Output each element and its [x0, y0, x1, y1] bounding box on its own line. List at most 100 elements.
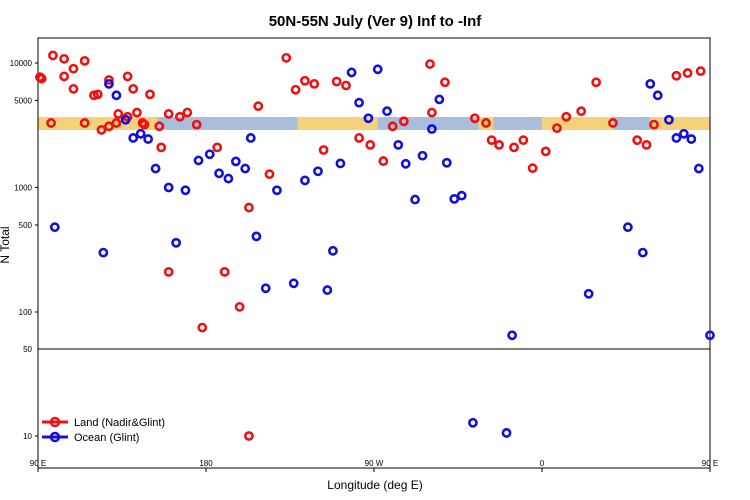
ocean-point [693, 163, 704, 174]
ocean-point [214, 168, 224, 179]
ocean-point [637, 247, 648, 258]
ocean-point [111, 90, 122, 101]
land-point [145, 89, 155, 100]
land-point [163, 109, 174, 119]
ocean-point [98, 247, 109, 258]
ocean-point [468, 417, 478, 428]
land-point [244, 431, 254, 441]
ocean-point [313, 166, 323, 177]
ocean-point [426, 124, 437, 134]
land-point [494, 139, 504, 150]
land-point [89, 90, 99, 101]
ocean-point [49, 222, 60, 233]
ocean-point [652, 90, 663, 101]
ocean-point [363, 113, 374, 124]
land-point [608, 118, 618, 128]
x-tick-label: 90 E [30, 459, 46, 468]
strip-land-4 [650, 117, 710, 130]
ocean-point [686, 134, 697, 144]
land-point [387, 121, 398, 132]
ocean-point [272, 185, 282, 196]
legend-ocean-label: Ocean (Glint) [74, 432, 139, 444]
ocean-point [120, 114, 131, 125]
land-point [234, 301, 245, 312]
land-point [68, 63, 79, 74]
land-point [341, 80, 351, 91]
land-point [113, 109, 124, 119]
land-point [59, 71, 70, 82]
land-point [128, 83, 139, 94]
land-point [34, 72, 45, 83]
ocean-point [346, 67, 357, 78]
ocean-point [260, 283, 271, 294]
ocean-point [449, 193, 460, 204]
ocean-point [300, 175, 310, 186]
land-point [591, 77, 602, 88]
land-point [481, 118, 491, 128]
land-point [682, 68, 693, 78]
strip-land-1 [297, 117, 378, 130]
ocean-point [135, 128, 146, 139]
ocean-point [328, 245, 338, 256]
ocean-point [230, 156, 241, 167]
land-ocean-strip [38, 117, 710, 130]
ocean-point [441, 157, 452, 168]
land-point [309, 78, 320, 89]
ocean-point [288, 278, 299, 289]
land-point [354, 133, 364, 143]
ocean-point [240, 163, 251, 174]
land-point [137, 118, 148, 128]
land-point [96, 125, 107, 135]
ocean-point [507, 330, 518, 341]
ocean-point [335, 158, 346, 169]
land-point [79, 55, 90, 66]
ocean-point [143, 134, 154, 144]
legend-land-marker [49, 416, 61, 428]
land-point [486, 135, 497, 146]
land-point [632, 135, 643, 146]
land-point [552, 123, 562, 133]
legend-ocean-marker [49, 431, 61, 443]
y-tick-label: 1000 [14, 184, 32, 193]
land-point [649, 119, 659, 130]
ocean-point [382, 106, 392, 117]
ocean-point [400, 158, 411, 169]
land-point [290, 84, 301, 95]
y-tick-label: 10 [23, 432, 32, 441]
x-axis: 90 E 180 90 W 0 90 E [30, 459, 718, 472]
y-tick-label: 500 [19, 221, 33, 230]
ocean-point [622, 222, 633, 233]
ocean-point [171, 237, 182, 248]
ocean-point [163, 182, 174, 193]
x-axis-label: Longitude (deg E) [327, 478, 422, 492]
land-point [79, 118, 90, 128]
land-point [219, 266, 230, 277]
ocean-point [251, 231, 262, 242]
land-point [426, 107, 437, 118]
land-point [440, 77, 450, 88]
land-point [244, 202, 254, 213]
land-point [253, 101, 264, 112]
y-break-label: 50 [23, 345, 32, 354]
land-point [59, 53, 70, 64]
land-point [398, 116, 409, 127]
ocean-point [180, 185, 191, 196]
land-point [197, 322, 208, 333]
ocean-point [501, 428, 512, 438]
land-point [191, 119, 202, 130]
land-point [174, 111, 185, 122]
land-point [156, 142, 167, 153]
land-point [527, 163, 538, 174]
land-point [331, 76, 342, 87]
ocean-point [393, 139, 404, 150]
ocean-point [193, 155, 204, 166]
y-tick-label: 5000 [14, 96, 32, 105]
ocean-point [664, 114, 674, 125]
ocean-point [128, 133, 139, 143]
ocean-point [354, 97, 364, 108]
land-point [104, 75, 114, 85]
plot-frame [37, 37, 711, 469]
land-point [48, 50, 58, 61]
land-point [318, 145, 329, 155]
land-point [122, 71, 133, 82]
